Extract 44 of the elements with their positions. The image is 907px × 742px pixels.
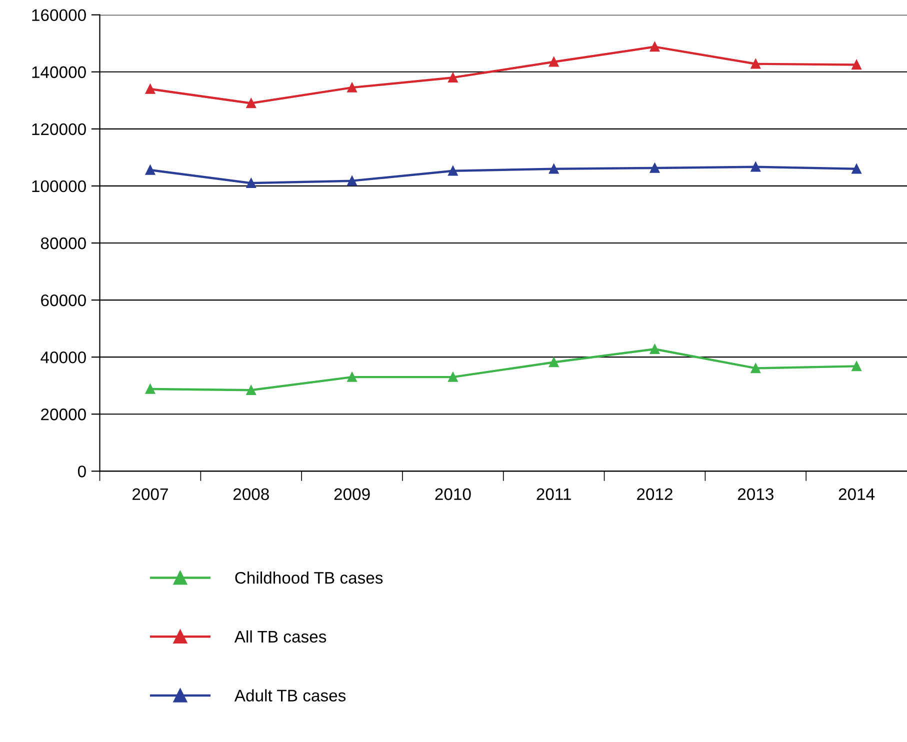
x-tick-label: 2013 [738,488,774,500]
point [347,82,357,92]
point [852,361,862,372]
x-tick-label: 2010 [435,488,471,500]
x-tick-label: 2014 [838,488,875,500]
y-tick-label: 100000 [32,180,86,192]
point [750,162,761,172]
point [246,178,256,188]
y-tick-label: 120000 [32,123,86,136]
point [750,363,761,374]
point [852,164,862,174]
point [650,163,660,173]
x-tick-label: 2009 [334,488,370,500]
point [650,42,660,52]
y-tick-label: 0 [78,466,86,478]
point [750,59,761,69]
y-tick-label: 160000 [32,9,86,22]
point [448,166,458,176]
y-tick-label: 60000 [41,294,86,306]
point [548,357,559,368]
point [347,176,357,186]
x-tick-label: 2008 [233,488,269,500]
x-tick-label: 2012 [637,488,672,500]
point [145,384,156,394]
y-tick-label: 20000 [41,408,86,420]
legend-label: Adult TB cases [234,689,346,702]
x-tick-label: 2011 [536,488,571,500]
y-tick-label: 140000 [32,66,86,78]
x-tick-label: 2007 [132,488,168,500]
legend-label: All TB cases [234,630,326,643]
point [548,164,559,174]
point [852,60,862,70]
y-tick-label: 80000 [40,237,86,250]
point [650,344,660,354]
point [145,84,156,94]
point [145,165,156,175]
point [246,98,256,108]
point [347,372,357,382]
point [246,385,256,396]
point [448,372,458,382]
point [548,57,559,67]
point [448,72,458,82]
legend-label: Childhood TB cases [235,572,383,584]
y-tick-label: 40000 [40,351,86,364]
